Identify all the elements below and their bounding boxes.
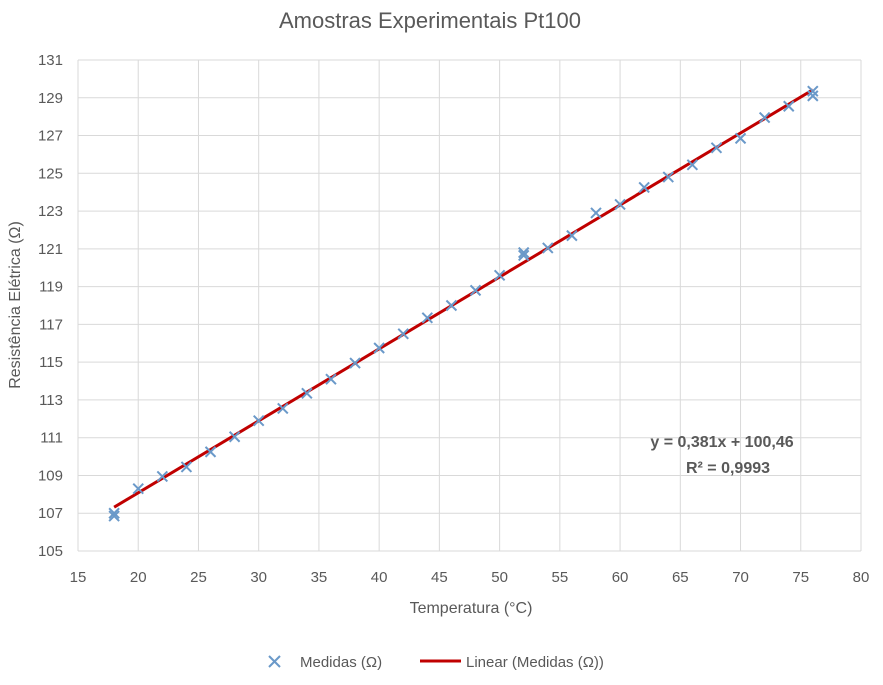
y-tick-label: 111 — [40, 430, 63, 447]
y-tick-label: 131 — [38, 52, 63, 69]
data-point — [180, 461, 193, 473]
data-point — [108, 510, 120, 522]
data-point — [493, 269, 506, 281]
legend-label-linear: Linear (Medidas (Ω)) — [466, 654, 604, 671]
grid-layer — [77, 59, 862, 552]
data-point — [566, 229, 578, 242]
data-point — [252, 414, 265, 427]
x-tick-label: 30 — [250, 569, 267, 586]
data-point — [758, 111, 771, 124]
trendline-equation: y = 0,381x + 100,46 — [650, 434, 793, 451]
y-tick-label: 121 — [38, 241, 63, 258]
data-point — [373, 342, 385, 354]
y-tick-label: 117 — [39, 316, 63, 333]
data-point — [686, 159, 699, 171]
data-point — [518, 246, 530, 259]
y-tick-label: 105 — [38, 543, 63, 560]
x-tick-label: 40 — [371, 569, 388, 586]
data-point — [301, 387, 313, 400]
data-point — [518, 249, 530, 262]
x-tick-label: 60 — [612, 569, 629, 586]
x-tick-label: 45 — [431, 569, 448, 586]
data-point — [542, 242, 554, 254]
y-tick-label: 107 — [38, 505, 63, 522]
y-tick-label: 129 — [38, 90, 63, 107]
data-point — [614, 198, 626, 211]
data-point — [349, 357, 361, 369]
y-tick-label: 127 — [38, 128, 63, 145]
data-point — [638, 181, 650, 194]
chart-title: Amostras Experimentais Pt100 — [279, 8, 581, 33]
y-tick-labels: 105 107 109 111 113 115 117 119 121 123 125 127 129 1… — [38, 52, 63, 560]
marker-layer — [108, 85, 819, 522]
data-point — [325, 373, 337, 385]
y-axis-label: Resistência Elétrica (Ω) — [7, 221, 24, 389]
data-point — [590, 207, 602, 219]
x-tick-label: 15 — [70, 569, 87, 586]
trendline-r-squared: R² = 0,9993 — [686, 460, 770, 477]
data-point — [710, 142, 723, 154]
x-tick-label: 80 — [853, 569, 870, 586]
x-axis-label: Temperatura (°C) — [410, 600, 533, 617]
y-tick-label: 115 — [39, 354, 63, 371]
data-point — [734, 132, 747, 145]
y-tick-label: 123 — [38, 203, 63, 220]
data-point — [228, 431, 241, 443]
data-point — [108, 507, 120, 519]
x-tick-label: 35 — [311, 569, 328, 586]
data-point — [807, 85, 819, 97]
data-point — [204, 446, 217, 458]
y-tick-label: 125 — [38, 165, 63, 182]
data-point — [156, 470, 169, 483]
data-point — [807, 90, 819, 102]
x-tick-label: 25 — [190, 569, 207, 586]
x-tick-label: 75 — [792, 569, 809, 586]
data-point — [445, 299, 458, 312]
data-point — [397, 328, 409, 340]
y-tick-label: 119 — [39, 279, 63, 296]
x-tick-label: 65 — [672, 569, 689, 586]
data-point — [783, 100, 795, 112]
data-point — [132, 482, 144, 495]
x-tick-label: 50 — [491, 569, 508, 586]
data-point — [662, 171, 674, 183]
x-tick-labels: 15 20 25 30 35 40 45 50 55 60 65 70 75 80 — [70, 569, 870, 586]
x-tick-label: 20 — [130, 569, 147, 586]
legend-label-medidas: Medidas (Ω) — [300, 654, 382, 671]
x-tick-label: 55 — [552, 569, 569, 586]
x-tick-label: 70 — [732, 569, 749, 586]
y-tick-label: 109 — [38, 467, 63, 484]
data-point — [277, 402, 289, 415]
data-point — [421, 312, 434, 324]
legend: Medidas (Ω) Linear (Medidas (Ω)) — [268, 654, 604, 671]
y-tick-label: 113 — [39, 392, 63, 409]
data-point — [469, 284, 482, 297]
legend-marker-medidas — [268, 655, 281, 668]
